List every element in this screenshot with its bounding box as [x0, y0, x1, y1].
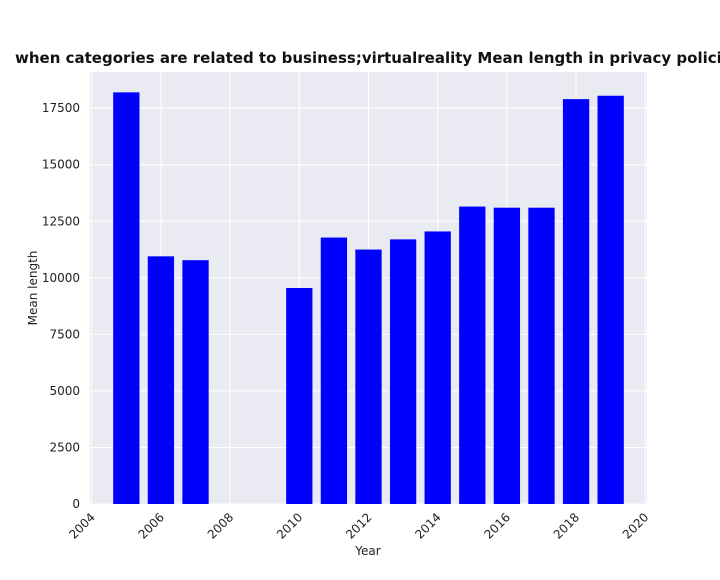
y-tick-label: 17500 [42, 101, 80, 115]
x-tick-label: 2006 [136, 510, 167, 541]
bars [113, 92, 624, 505]
bar [459, 206, 486, 504]
y-axis-ticks: 0 2500 5000 7500 10000 12500 15000 17500 [42, 101, 80, 511]
x-tick-label: 2016 [482, 510, 513, 541]
x-tick-label: 2020 [620, 510, 651, 541]
x-tick-label: 2004 [66, 510, 97, 541]
y-tick-label: 2500 [49, 440, 80, 454]
y-tick-label: 7500 [49, 327, 80, 341]
x-tick-label: 2008 [205, 510, 236, 541]
y-tick-label: 15000 [42, 158, 80, 172]
bar [113, 92, 140, 504]
bar [562, 99, 590, 504]
bar [528, 207, 555, 505]
x-tick-label: 2014 [412, 510, 443, 541]
y-tick-label: 0 [72, 497, 80, 511]
x-tick-label: 2018 [551, 510, 582, 541]
chart-title: when categories are related to business;… [15, 49, 720, 67]
bar [424, 231, 451, 504]
x-axis-ticks: 2004 2006 2008 2010 2012 2014 2016 2018 2020 [66, 510, 651, 541]
bar [597, 95, 624, 504]
bar [493, 207, 521, 505]
bar [147, 256, 175, 504]
x-tick-label: 2012 [343, 510, 374, 541]
y-axis-label: Mean length [26, 251, 40, 326]
y-tick-label: 12500 [42, 214, 80, 228]
y-tick-label: 10000 [42, 271, 80, 285]
bar [355, 249, 382, 504]
bar [320, 237, 348, 504]
bar [286, 288, 313, 504]
bar [389, 239, 417, 504]
x-axis-label: Year [354, 544, 380, 558]
bar [182, 260, 209, 504]
y-tick-label: 5000 [49, 384, 80, 398]
x-tick-label: 2010 [274, 510, 305, 541]
